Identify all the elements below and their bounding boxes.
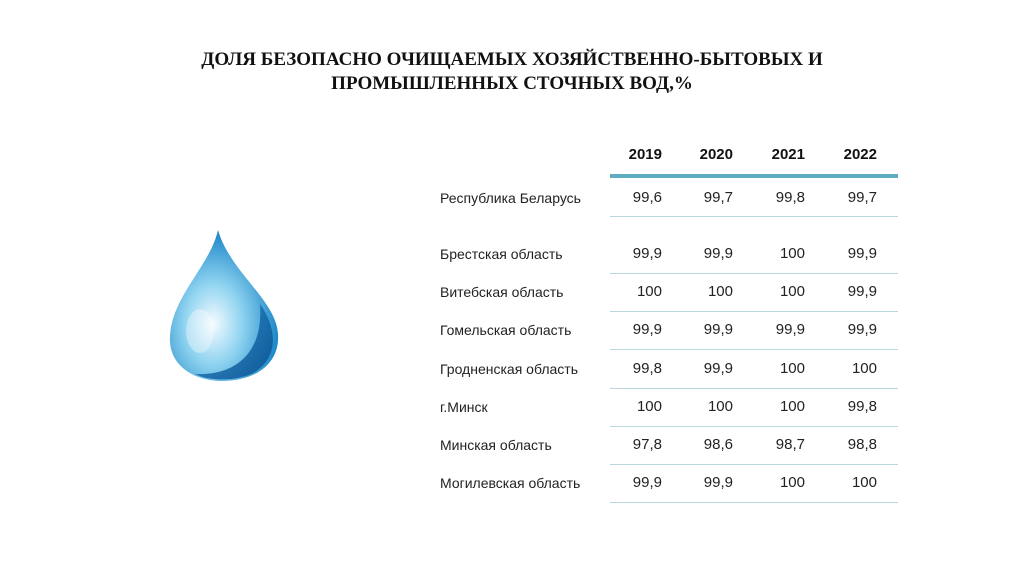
- title-line-1: ДОЛЯ БЕЗОПАСНО ОЧИЩАЕМЫХ ХОЗЯЙСТВЕННО-БЫ…: [201, 49, 823, 70]
- column-header: 2021: [771, 146, 805, 163]
- table-cell: 99,9: [847, 245, 877, 262]
- table-cell: 99,9: [775, 321, 805, 338]
- table-cell: 99,9: [847, 283, 877, 300]
- table-cell: 99,8: [847, 398, 877, 415]
- table-cell: 98,7: [775, 436, 805, 453]
- column-header: 2019: [628, 146, 662, 163]
- header-divider: [610, 174, 898, 178]
- row-label: Республика Беларусь: [440, 190, 581, 206]
- table-cell: 100: [779, 283, 805, 300]
- table-cell: 99,8: [775, 189, 805, 206]
- row-label: Гомельская область: [440, 322, 572, 338]
- row-divider: [610, 216, 898, 217]
- table-cell: 99,9: [703, 360, 733, 377]
- table-cell: 99,7: [703, 189, 733, 206]
- water-drop-icon: [169, 230, 279, 381]
- column-header: 2020: [699, 146, 733, 163]
- slide-title: ДОЛЯ БЕЗОПАСНО ОЧИЩАЕМЫХ ХОЗЯЙСТВЕННО-БЫ…: [0, 48, 1024, 96]
- table-cell: 99,9: [632, 474, 662, 491]
- title-line-2: ПРОМЫШЛЕННЫХ СТОЧНЫХ ВОД,%: [331, 73, 693, 94]
- table-cell: 99,9: [632, 321, 662, 338]
- row-divider: [610, 464, 898, 465]
- table-cell: 100: [851, 474, 877, 491]
- row-divider: [610, 502, 898, 503]
- table-cell: 100: [779, 474, 805, 491]
- table-cell: 100: [636, 283, 662, 300]
- row-divider: [610, 273, 898, 274]
- table-cell: 100: [779, 398, 805, 415]
- row-label: г.Минск: [440, 399, 488, 415]
- column-header: 2022: [843, 146, 877, 163]
- table-cell: 98,6: [703, 436, 733, 453]
- table-cell: 99,7: [847, 189, 877, 206]
- table-cell: 100: [707, 398, 733, 415]
- table-cell: 100: [779, 245, 805, 262]
- table-cell: 99,9: [703, 474, 733, 491]
- row-label: Могилевская область: [440, 475, 581, 491]
- row-divider: [610, 426, 898, 427]
- table-cell: 99,9: [703, 321, 733, 338]
- table-cell: 99,6: [632, 189, 662, 206]
- table-cell: 99,9: [847, 321, 877, 338]
- table-cell: 97,8: [632, 436, 662, 453]
- row-label: Гродненская область: [440, 361, 579, 377]
- row-divider: [610, 311, 898, 312]
- table-cell: 100: [707, 283, 733, 300]
- table-cell: 100: [636, 398, 662, 415]
- table-cell: 99,9: [632, 245, 662, 262]
- table-cell: 99,8: [632, 360, 662, 377]
- row-label: Витебская область: [440, 284, 564, 300]
- table-cell: 99,9: [703, 245, 733, 262]
- row-divider: [610, 349, 898, 350]
- row-label: Минская область: [440, 437, 552, 453]
- row-label: Брестская область: [440, 246, 563, 262]
- table-cell: 100: [851, 360, 877, 377]
- table-cell: 100: [779, 360, 805, 377]
- table-cell: 98,8: [847, 436, 877, 453]
- row-divider: [610, 388, 898, 389]
